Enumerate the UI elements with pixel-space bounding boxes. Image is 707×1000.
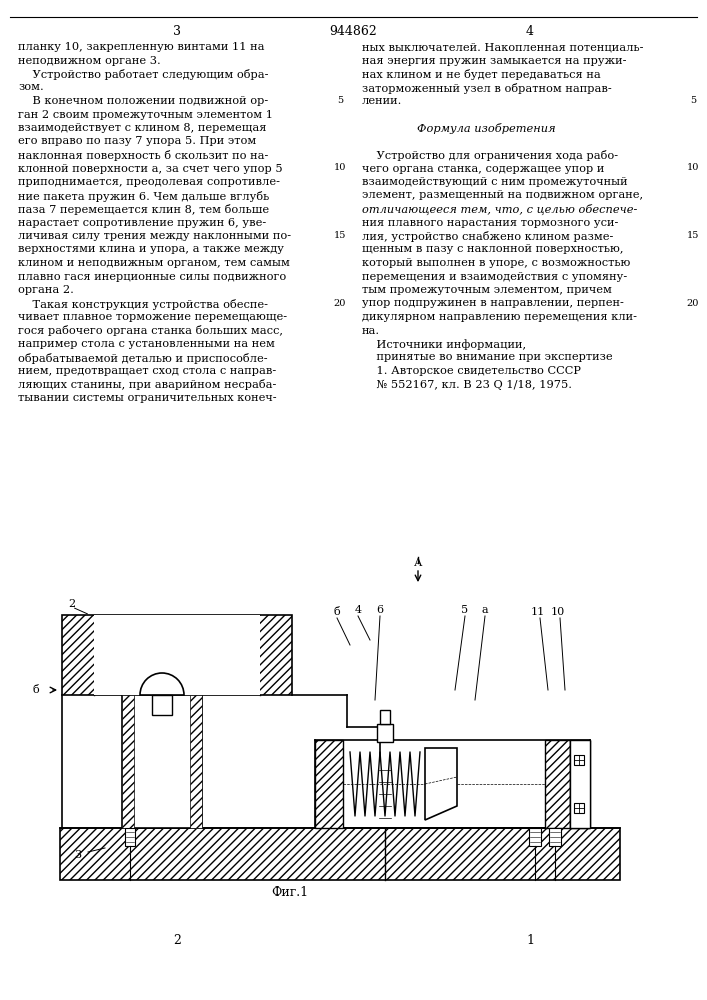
Text: 944862: 944862 [329,25,377,38]
Text: Источники информации,: Источники информации, [362,339,526,350]
Text: личивая силу трения между наклонными по-: личивая силу трения между наклонными по- [18,231,291,241]
Text: ние пакета пружин 6. Чем дальше вглубь: ние пакета пружин 6. Чем дальше вглубь [18,190,269,202]
Bar [380,710,390,724]
Bar [377,724,393,742]
Text: 15: 15 [334,231,346,240]
Text: взаимодействующий с ним промежуточный: взаимодействующий с ним промежуточный [362,177,628,187]
Text: нарастает сопротивление пружин 6, уве-: нарастает сопротивление пружин 6, уве- [18,218,267,228]
Text: Устройство работает следующим обра-: Устройство работает следующим обра- [18,69,269,80]
Text: принятые во внимание при экспертизе: принятые во внимание при экспертизе [362,353,613,362]
Text: взаимодействует с клином 8, перемещая: взаимодействует с клином 8, перемещая [18,123,267,133]
Text: щенным в пазу с наклонной поверхностью,: щенным в пазу с наклонной поверхностью, [362,244,624,254]
Text: 20: 20 [334,298,346,308]
Text: Фиг.1: Фиг.1 [271,886,308,900]
Text: например стола с установленными на нем: например стола с установленными на нем [18,339,275,349]
Text: 3: 3 [74,850,81,860]
Text: тывании системы ограничительных конеч-: тывании системы ограничительных конеч- [18,393,276,403]
Text: 4: 4 [526,25,534,38]
Text: 4: 4 [354,605,361,615]
Bar [190,695,202,828]
Text: верхностями клина и упора, а также между: верхностями клина и упора, а также между [18,244,284,254]
Text: № 552167, кл. В 23 Q 1/18, 1975.: № 552167, кл. В 23 Q 1/18, 1975. [362,379,572,389]
Text: 1: 1 [96,645,103,655]
Bar [125,828,135,846]
Bar [62,615,292,695]
Text: нием, предотвращает сход стола с направ-: нием, предотвращает сход стола с направ- [18,366,276,376]
Text: лении.: лении. [362,96,402,106]
Text: чивает плавное торможение перемещающе-: чивает плавное торможение перемещающе- [18,312,287,322]
Text: упор подпружинен в направлении, перпен-: упор подпружинен в направлении, перпен- [362,298,624,308]
Text: его вправо по пазу 7 упора 5. При этом: его вправо по пазу 7 упора 5. При этом [18,136,256,146]
Text: неподвижном органе 3.: неподвижном органе 3. [18,55,160,66]
Text: который выполнен в упоре, с возможностью: который выполнен в упоре, с возможностью [362,258,631,268]
Bar [574,755,584,765]
Text: В конечном положении подвижной ор-: В конечном положении подвижной ор- [18,96,268,106]
Text: Устройство для ограничения хода рабо-: Устройство для ограничения хода рабо- [362,150,618,161]
Text: планку 10, закрепленную винтами 11 на: планку 10, закрепленную винтами 11 на [18,42,264,52]
Text: 3: 3 [173,25,181,38]
Bar [152,695,172,715]
Text: плавно гася инерционные силы подвижного: плавно гася инерционные силы подвижного [18,271,286,282]
Text: перемещения и взаимодействия с упомяну-: перемещения и взаимодействия с упомяну- [362,271,627,282]
Text: приподнимается, преодолевая сопротивле-: приподнимается, преодолевая сопротивле- [18,177,280,187]
Bar [570,740,590,828]
Text: 11: 11 [531,607,545,617]
Text: б: б [33,685,40,695]
Bar [60,828,620,880]
Text: а: а [481,605,489,615]
Text: паза 7 перемещается клин 8, тем больше: паза 7 перемещается клин 8, тем больше [18,204,269,215]
Text: 1: 1 [526,934,534,946]
Text: наклонная поверхность б скользит по на-: наклонная поверхность б скользит по на- [18,150,269,161]
Text: обрабатываемой деталью и приспособле-: обрабатываемой деталью и приспособле- [18,353,268,363]
Text: А: А [414,558,422,568]
Text: 1. Авторское свидетельство СССР: 1. Авторское свидетельство СССР [362,366,581,376]
Text: лия, устройство снабжено клином разме-: лия, устройство снабжено клином разме- [362,231,614,242]
Text: дикулярном направлению перемещения кли-: дикулярном направлению перемещения кли- [362,312,637,322]
Text: элемент, размещенный на подвижном органе,: элемент, размещенный на подвижном органе… [362,190,643,200]
Text: 6: 6 [376,605,384,615]
Text: 15: 15 [686,231,699,240]
Text: тым промежуточным элементом, причем: тым промежуточным элементом, причем [362,285,612,295]
Text: заторможенный узел в обратном направ-: заторможенный узел в обратном направ- [362,83,612,94]
Text: 10: 10 [334,163,346,172]
Text: 9: 9 [134,787,141,797]
Text: органа 2.: органа 2. [18,285,74,295]
Bar [545,740,570,828]
Bar [94,615,260,695]
Text: 5: 5 [690,96,696,105]
Text: чего органа станка, содержащее упор и: чего органа станка, содержащее упор и [362,163,604,174]
Text: ган 2 своим промежуточным элементом 1: ган 2 своим промежуточным элементом 1 [18,109,273,119]
Text: 2: 2 [173,934,181,946]
Text: ния плавного нарастания тормозного уси-: ния плавного нарастания тормозного уси- [362,218,619,228]
Text: на.: на. [362,326,380,336]
Text: Такая конструкция устройства обеспе-: Такая конструкция устройства обеспе- [18,298,268,310]
Bar [122,695,134,828]
Wedge shape [140,673,184,695]
Text: гося рабочего органа станка больших масс,: гося рабочего органа станка больших масс… [18,326,283,336]
Bar [574,803,584,813]
Bar [570,740,590,828]
Text: 8: 8 [168,751,175,761]
Text: 20: 20 [686,298,699,308]
Text: 10: 10 [686,163,699,172]
Text: Формула изобретения: Формула изобретения [417,123,556,134]
Text: нах клином и не будет передаваться на: нах клином и не будет передаваться на [362,69,601,80]
Text: ных выключателей. Накопленная потенциаль-: ных выключателей. Накопленная потенциаль… [362,42,643,52]
Text: ляющих станины, при аварийном несраба-: ляющих станины, при аварийном несраба- [18,379,276,390]
Text: 5: 5 [462,605,469,615]
Text: 10: 10 [551,607,565,617]
Text: б: б [334,607,340,617]
Bar [529,828,541,846]
Text: зом.: зом. [18,83,44,93]
Text: клонной поверхности а, за счет чего упор 5: клонной поверхности а, за счет чего упор… [18,163,283,174]
Text: ная энергия пружин замыкается на пружи-: ная энергия пружин замыкается на пружи- [362,55,626,66]
Bar [549,828,561,846]
Text: отличающееся тем, что, с целью обеспече-: отличающееся тем, что, с целью обеспече- [362,204,638,215]
Bar [122,695,202,828]
Text: клином и неподвижным органом, тем самым: клином и неподвижным органом, тем самым [18,258,290,268]
Bar [315,740,343,828]
Text: 2: 2 [69,599,76,609]
Polygon shape [425,748,457,820]
Text: 5: 5 [337,96,343,105]
